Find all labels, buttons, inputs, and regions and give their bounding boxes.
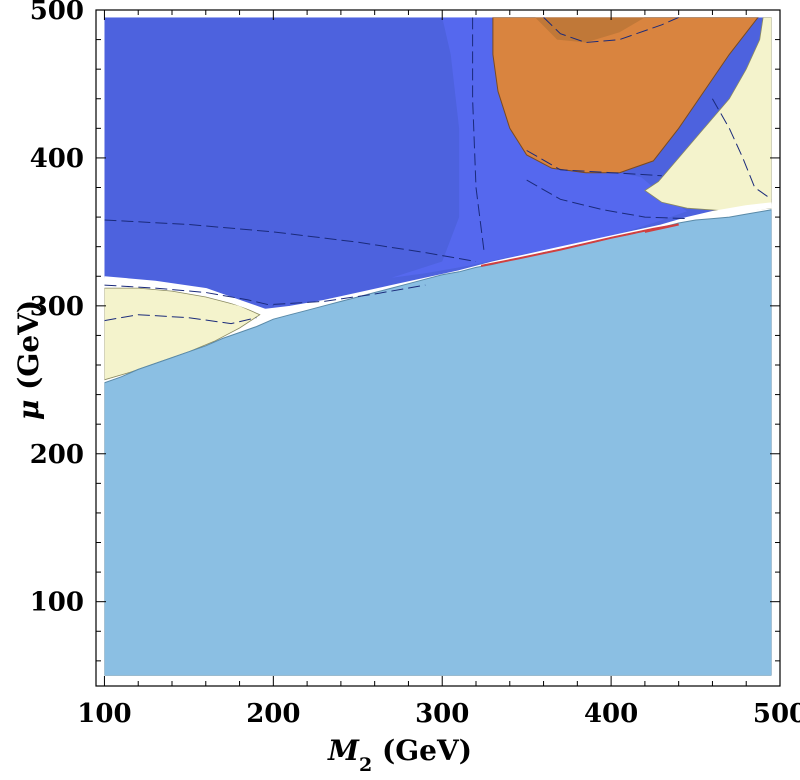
- dashed-contour-6: [543, 17, 679, 44]
- y-tick-label: 400: [30, 144, 84, 174]
- x-tick-label: 500: [753, 699, 800, 729]
- dashed-contour-8: [711, 98, 772, 200]
- x-tick-label: 100: [77, 699, 131, 729]
- x-axis-label: M2 (GeV): [327, 734, 472, 776]
- ticks-layer: [96, 9, 781, 686]
- x-tick-label: 400: [584, 699, 638, 729]
- dashed-contour-3: [273, 284, 426, 305]
- x-tick-label: 200: [246, 699, 300, 729]
- dashed-contour-5: [526, 179, 688, 220]
- dashed-contour-2: [104, 284, 274, 307]
- y-tick-label: 300: [30, 292, 84, 322]
- y-tick-label: 100: [30, 588, 84, 618]
- region-orange: [492, 17, 759, 174]
- region-medium-blue: [391, 17, 688, 278]
- plot-frame: [95, 9, 781, 687]
- y-axis-label: μ (GeV): [12, 300, 45, 420]
- y-tick-label: 500: [30, 0, 84, 26]
- dashed-contour-9: [104, 314, 257, 325]
- dashed-contour-7: [526, 150, 662, 177]
- tick-labels-layer: 100 200 300 400 500 100 200 300 400 500: [30, 0, 800, 729]
- x-tick-label: 300: [415, 699, 469, 729]
- region-light-blue: [104, 209, 772, 676]
- y-tick-label: 200: [30, 440, 84, 470]
- dashed-contour-1: [104, 219, 477, 262]
- dashed-contour-4: [472, 17, 485, 255]
- region-red-strip: [480, 223, 679, 267]
- contour-lines-layer: [104, 17, 772, 325]
- regions-layer: [104, 17, 772, 676]
- region-dark-orange: [535, 17, 645, 43]
